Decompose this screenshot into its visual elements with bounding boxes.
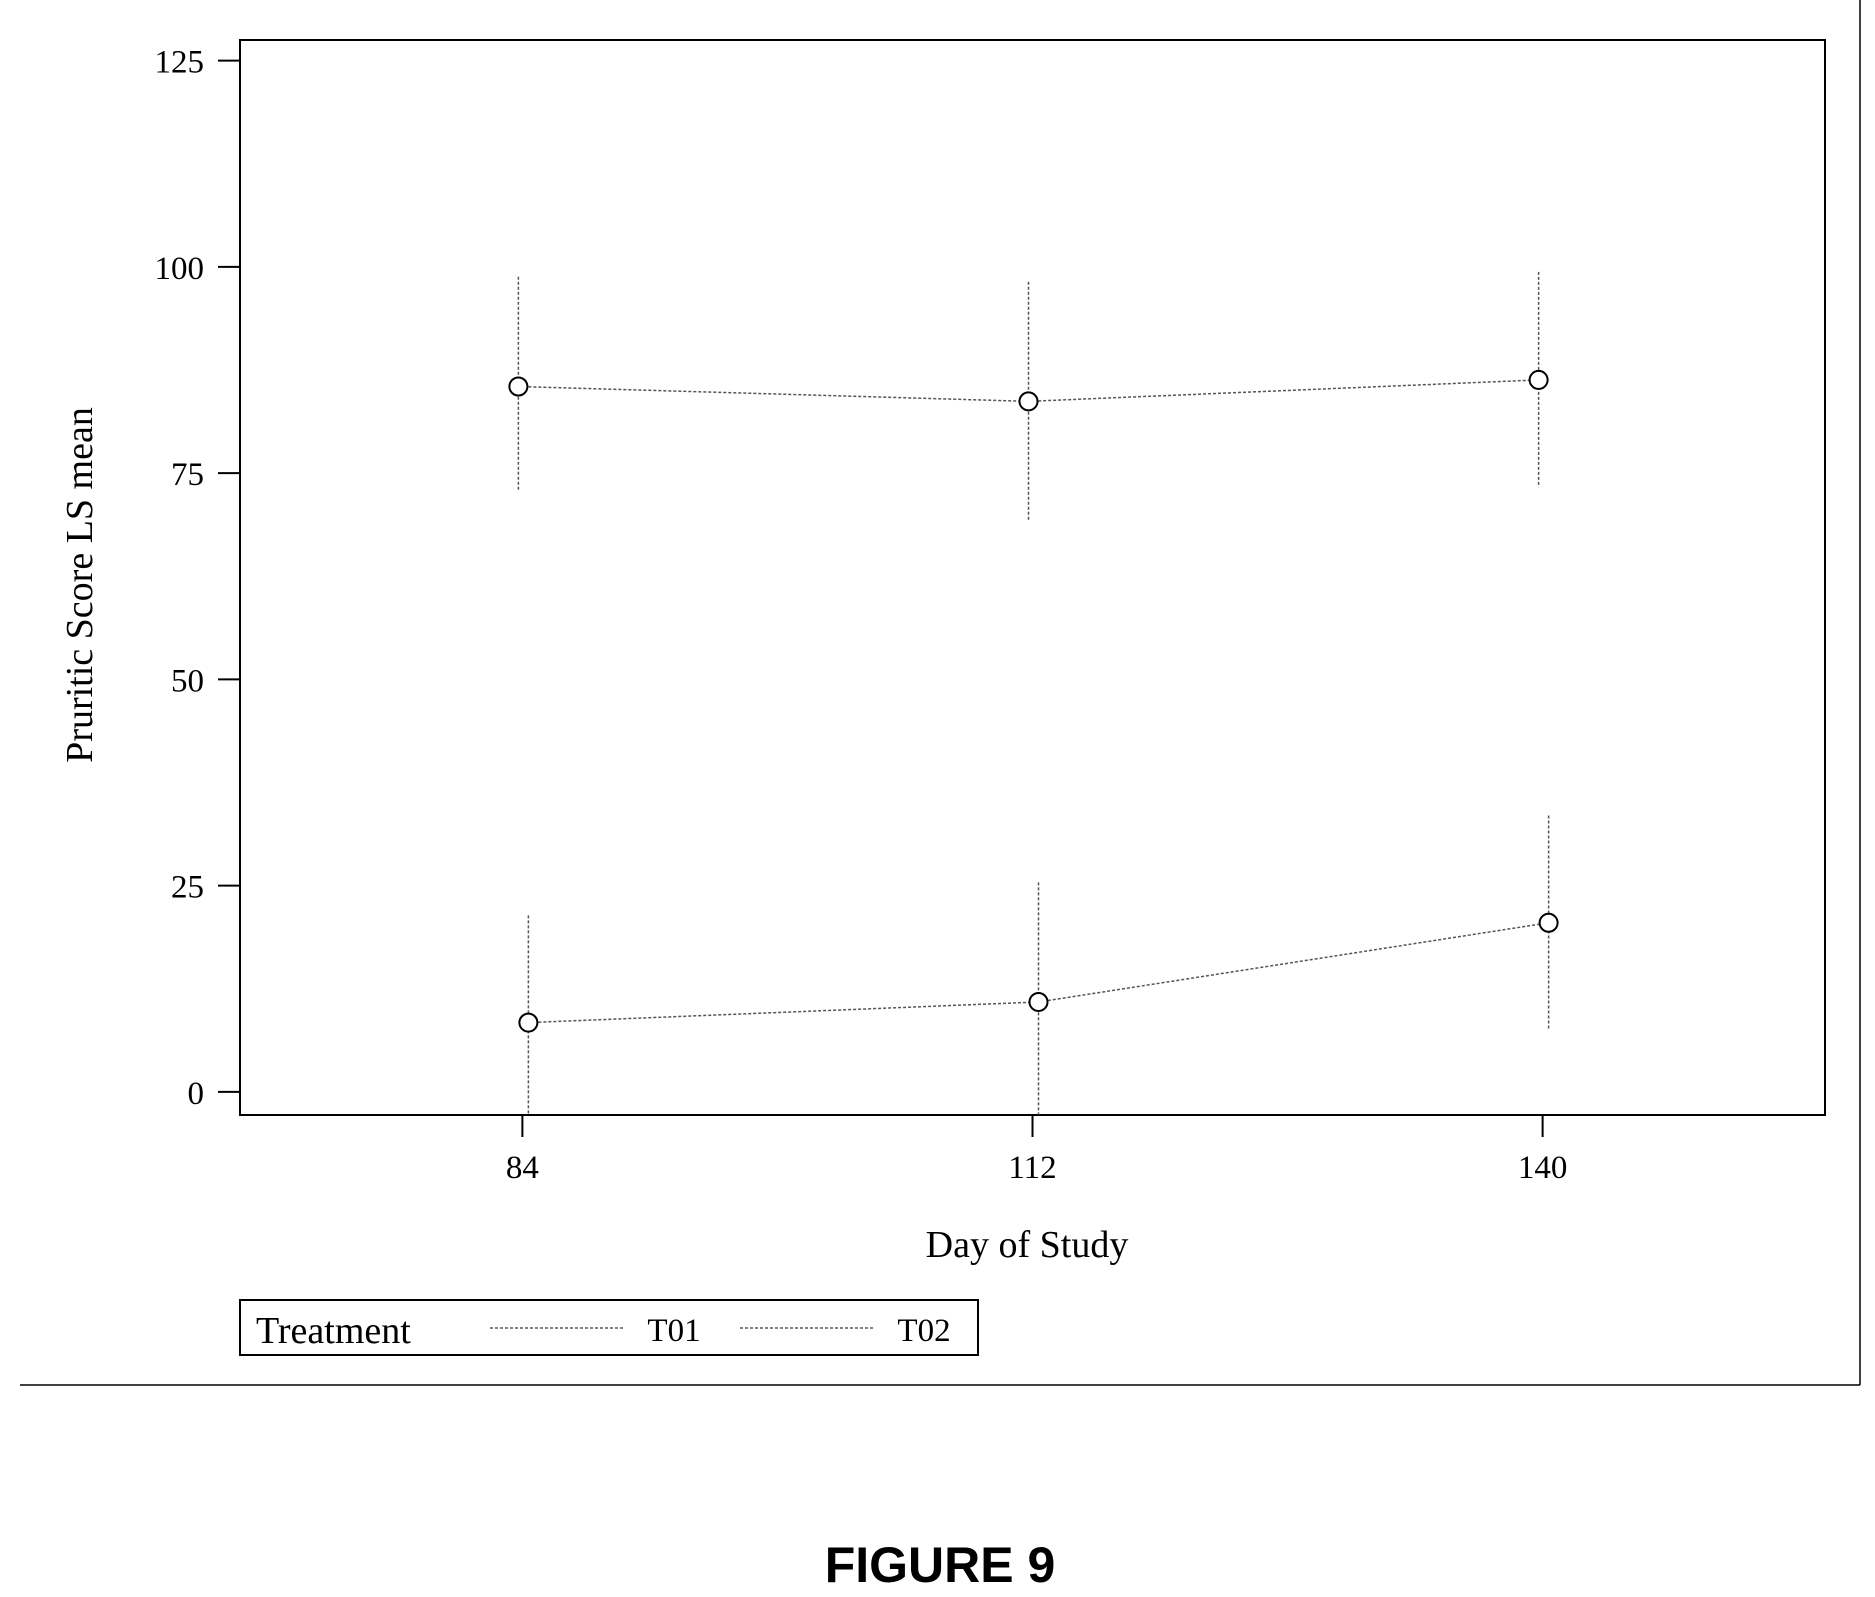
- legend: Treatment T01 T02: [239, 1299, 979, 1356]
- legend-entry-t02: T02: [897, 1313, 950, 1349]
- data-point-t02-84: [518, 1012, 539, 1033]
- x-tick-label-112: 112: [1008, 1150, 1056, 1186]
- data-point-t01-84: [508, 376, 529, 397]
- legend-title: Treatment: [256, 1310, 411, 1352]
- y-tick-label-25: 25: [171, 870, 204, 906]
- figure-caption: FIGURE 9: [825, 1537, 1056, 1593]
- x-axis-label: Day of Study: [926, 1224, 1129, 1266]
- y-axis-label: Pruritic Score LS mean: [59, 407, 101, 763]
- data-point-t02-112: [1028, 991, 1049, 1012]
- y-tick-label-50: 50: [171, 663, 204, 699]
- x-tick-label-84: 84: [506, 1150, 539, 1186]
- plot-area: [239, 39, 1826, 1116]
- y-tick-label-125: 125: [155, 45, 205, 81]
- data-point-t01-140: [1528, 369, 1549, 390]
- y-tick-label-75: 75: [171, 457, 204, 493]
- y-tick-label-100: 100: [155, 251, 205, 287]
- series-layer: [508, 271, 1559, 1115]
- legend-entry-t01: T01: [647, 1313, 700, 1349]
- y-axis: 0 25 50 75 100 125: [155, 45, 240, 1112]
- data-point-t01-112: [1018, 391, 1039, 412]
- x-tick-label-140: 140: [1518, 1150, 1568, 1186]
- y-tick-label-0: 0: [188, 1076, 205, 1112]
- data-point-t02-140: [1538, 912, 1559, 933]
- x-axis: 84 112 140: [506, 1115, 1567, 1186]
